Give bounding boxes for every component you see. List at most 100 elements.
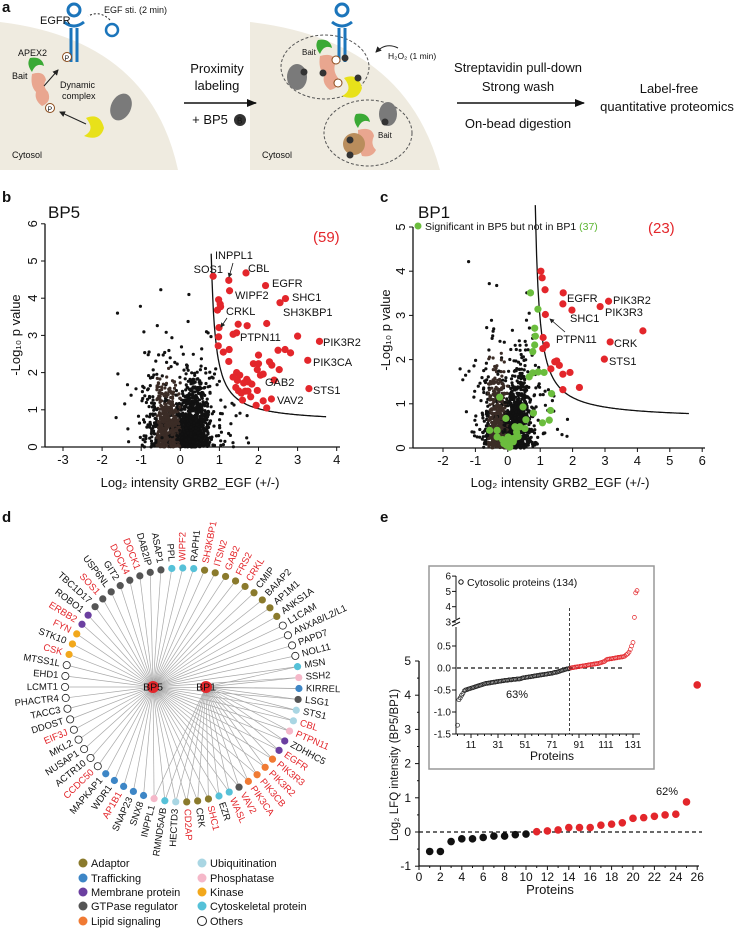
background-point xyxy=(164,403,168,407)
background-point xyxy=(512,387,516,392)
step1-label-1: Proximity xyxy=(190,61,244,76)
background-point xyxy=(161,382,165,386)
background-point xyxy=(227,431,231,436)
background-point xyxy=(184,383,188,387)
background-point xyxy=(187,397,191,401)
background-point xyxy=(194,393,198,398)
data-point xyxy=(522,830,530,838)
background-point xyxy=(528,436,532,440)
background-point xyxy=(522,381,526,385)
background-point xyxy=(500,374,504,378)
background-point xyxy=(155,324,159,328)
background-point xyxy=(550,399,555,403)
background-point xyxy=(502,423,506,427)
background-point xyxy=(467,260,471,264)
background-point xyxy=(190,371,194,375)
background-point xyxy=(185,442,189,446)
panel-label-c: c xyxy=(380,189,388,206)
background-point xyxy=(486,421,490,425)
background-point xyxy=(164,330,168,334)
background-point xyxy=(171,438,175,442)
background-point xyxy=(141,438,145,442)
background-point xyxy=(508,410,512,414)
background-point xyxy=(158,420,162,424)
background-point xyxy=(178,375,182,379)
background-point xyxy=(479,399,483,403)
bait-label: Bait xyxy=(378,131,393,140)
node-adaptor xyxy=(231,577,240,585)
background-point xyxy=(201,392,205,396)
background-point xyxy=(501,409,505,413)
inset-data-point xyxy=(630,640,636,645)
background-point xyxy=(191,408,195,412)
bp5-only-point xyxy=(486,426,494,434)
x-tick-label: 0 xyxy=(177,452,184,467)
edge-bp5 xyxy=(152,686,155,799)
background-point xyxy=(168,440,172,444)
node-adaptor xyxy=(204,795,213,803)
x-axis-label: Log₂ intensity GRB2_EGF (+/-) xyxy=(101,475,280,490)
background-point xyxy=(509,414,513,418)
background-point xyxy=(523,339,527,343)
edge-bp5 xyxy=(87,614,154,688)
background-point xyxy=(507,369,511,373)
y-tick-label: 1 xyxy=(393,400,408,407)
background-point xyxy=(502,392,507,396)
background-point xyxy=(482,369,486,373)
inset-x-tick-label: 11 xyxy=(466,740,477,751)
bait-label: Bait xyxy=(302,48,317,57)
background-point xyxy=(146,423,150,427)
background-point xyxy=(187,292,191,297)
background-point xyxy=(536,435,540,439)
phospho-glyph: P xyxy=(65,56,70,63)
background-point xyxy=(178,428,182,432)
background-point xyxy=(147,405,151,409)
background-point xyxy=(167,431,171,435)
edge-bp5 xyxy=(152,655,296,688)
node-cytoskeletal xyxy=(190,564,198,573)
background-point xyxy=(524,343,528,347)
background-point xyxy=(494,405,498,409)
background-point xyxy=(520,397,524,401)
background-point xyxy=(143,440,147,444)
background-point xyxy=(472,434,477,438)
step3-label-2: quantitative proteomics xyxy=(600,99,734,114)
background-point xyxy=(209,335,213,339)
background-point xyxy=(218,411,223,416)
background-point xyxy=(555,427,560,431)
background-point xyxy=(188,406,192,410)
node-others xyxy=(283,631,292,640)
egf-arrow xyxy=(87,13,111,21)
background-point xyxy=(500,382,504,386)
background-point xyxy=(138,435,142,439)
background-point xyxy=(458,367,462,371)
x-tick-label: 22 xyxy=(648,870,662,884)
background-point xyxy=(174,389,178,393)
background-point xyxy=(205,423,210,427)
background-point xyxy=(206,415,210,419)
node-membrane xyxy=(275,746,283,754)
point-label: SH3KBP1 xyxy=(283,307,333,319)
arrow xyxy=(43,69,59,87)
node-kinase xyxy=(73,630,81,638)
background-point xyxy=(517,396,521,401)
background-point xyxy=(524,385,528,389)
background-point xyxy=(152,432,157,436)
inset-y-tick-label: -1.0 xyxy=(434,708,452,719)
significant-point xyxy=(639,327,647,335)
background-point xyxy=(487,436,491,441)
background-point xyxy=(173,360,177,364)
x-tick-label: 18 xyxy=(605,870,619,884)
background-point xyxy=(150,405,155,409)
background-point xyxy=(195,370,199,374)
significant-point xyxy=(537,267,545,275)
background-point xyxy=(165,436,169,440)
background-point xyxy=(173,383,178,387)
bp5-only-point xyxy=(519,403,527,411)
bp5-only-point xyxy=(529,409,537,417)
y-tick-label: -1 xyxy=(400,859,411,873)
panel-label-b: b xyxy=(2,189,11,206)
background-point xyxy=(152,442,156,446)
background-point xyxy=(190,392,195,396)
edge-bp5 xyxy=(152,686,240,788)
